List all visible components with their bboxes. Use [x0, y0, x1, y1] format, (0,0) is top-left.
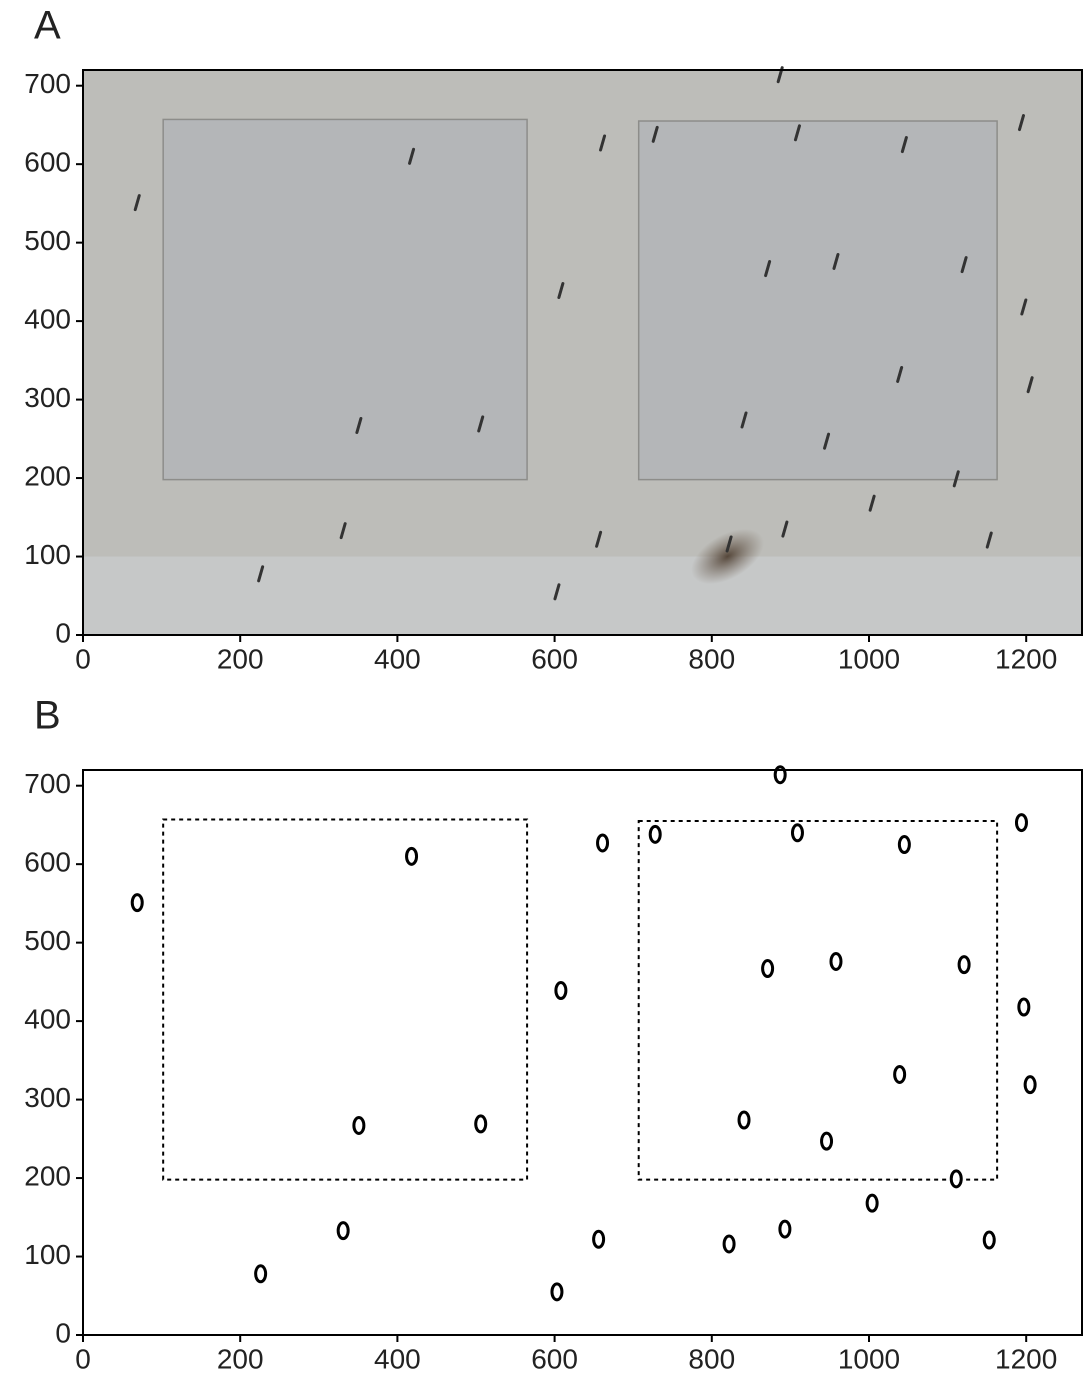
detection-contour: [254, 1264, 268, 1284]
insect: [257, 565, 265, 583]
x-tick-label: 800: [688, 643, 735, 674]
y-tick-label: 400: [24, 1004, 71, 1035]
y-tick-label: 0: [55, 617, 71, 648]
insect: [985, 531, 993, 549]
insect: [868, 494, 876, 512]
insect: [133, 194, 141, 212]
insect: [1017, 114, 1025, 132]
detection-contour: [405, 846, 419, 866]
y-tick-label: 200: [24, 1160, 71, 1191]
zone-outline: [637, 820, 999, 1181]
y-tick-label: 600: [24, 847, 71, 878]
detection-contour: [778, 1219, 792, 1239]
y-tick-label: 100: [24, 539, 71, 570]
panel-label: B: [34, 694, 61, 738]
y-tick-label: 0: [55, 1317, 71, 1348]
detection-contour: [474, 1114, 488, 1134]
detection-contour: [829, 951, 843, 971]
detection-contour: [554, 981, 568, 1001]
detection-contour: [648, 824, 662, 844]
detection-contour: [352, 1115, 366, 1135]
insect: [764, 260, 772, 278]
x-tick-label: 200: [217, 643, 264, 674]
insect: [740, 411, 748, 429]
x-tick-label: 600: [531, 1343, 578, 1374]
detection-contour: [592, 1229, 606, 1249]
x-tick-label: 0: [75, 643, 91, 674]
y-tick-label: 500: [24, 925, 71, 956]
detection-contour: [596, 833, 610, 853]
zone-outline: [162, 818, 529, 1181]
y-tick-label: 600: [24, 147, 71, 178]
y-tick-label: 200: [24, 460, 71, 491]
insect: [1026, 376, 1034, 394]
insect: [960, 256, 968, 274]
x-tick-label: 800: [688, 1343, 735, 1374]
detection-contour: [550, 1282, 564, 1302]
detection-contour: [722, 1234, 736, 1254]
insect: [557, 282, 565, 300]
y-tick-label: 300: [24, 382, 71, 413]
y-tick-label: 700: [24, 768, 71, 799]
insect: [599, 134, 607, 152]
insect: [477, 415, 485, 433]
detection-contour: [1017, 997, 1031, 1017]
insect: [725, 535, 733, 553]
insect: [781, 520, 789, 538]
insect: [553, 583, 561, 601]
detection-contour: [737, 1110, 751, 1130]
insect: [832, 252, 840, 270]
x-tick-label: 400: [374, 1343, 421, 1374]
arena-square: [162, 118, 528, 481]
insect: [896, 365, 904, 383]
x-tick-label: 200: [217, 1343, 264, 1374]
detection-contour: [949, 1169, 963, 1189]
detection-contour: [820, 1131, 834, 1151]
y-tick-label: 300: [24, 1082, 71, 1113]
insect: [793, 124, 801, 142]
insect: [900, 136, 908, 154]
detection-contour: [893, 1064, 907, 1084]
y-tick-label: 400: [24, 304, 71, 335]
detection-contour: [897, 835, 911, 855]
insect: [408, 147, 416, 165]
x-tick-label: 1000: [838, 643, 900, 674]
y-tick-label: 500: [24, 225, 71, 256]
x-tick-label: 1200: [995, 1343, 1057, 1374]
detection-contour: [130, 893, 144, 913]
detection-contour: [761, 959, 775, 979]
arena-square: [637, 120, 998, 481]
insect: [823, 432, 831, 450]
x-tick-label: 400: [374, 643, 421, 674]
y-tick-label: 100: [24, 1239, 71, 1270]
shadow-blur: [691, 528, 764, 585]
detection-contour: [982, 1230, 996, 1250]
detection-contour: [1023, 1075, 1037, 1095]
detection-contour: [336, 1221, 350, 1241]
x-tick-label: 1200: [995, 643, 1057, 674]
insect: [595, 530, 603, 548]
detection-contour: [865, 1193, 879, 1213]
insect: [339, 522, 347, 540]
axes-frame: [82, 769, 1083, 1336]
insect: [1020, 298, 1028, 316]
detection-contour: [957, 955, 971, 975]
detection-contour: [1014, 813, 1028, 833]
y-tick-label: 700: [24, 68, 71, 99]
x-tick-label: 600: [531, 643, 578, 674]
insect: [952, 470, 960, 488]
detection-contour: [790, 823, 804, 843]
panel-label: A: [34, 4, 61, 48]
insect: [355, 416, 363, 434]
x-tick-label: 1000: [838, 1343, 900, 1374]
photo-floor: [83, 556, 1082, 635]
insect: [651, 125, 659, 143]
axes-frame: [82, 69, 1083, 636]
x-tick-label: 0: [75, 1343, 91, 1374]
